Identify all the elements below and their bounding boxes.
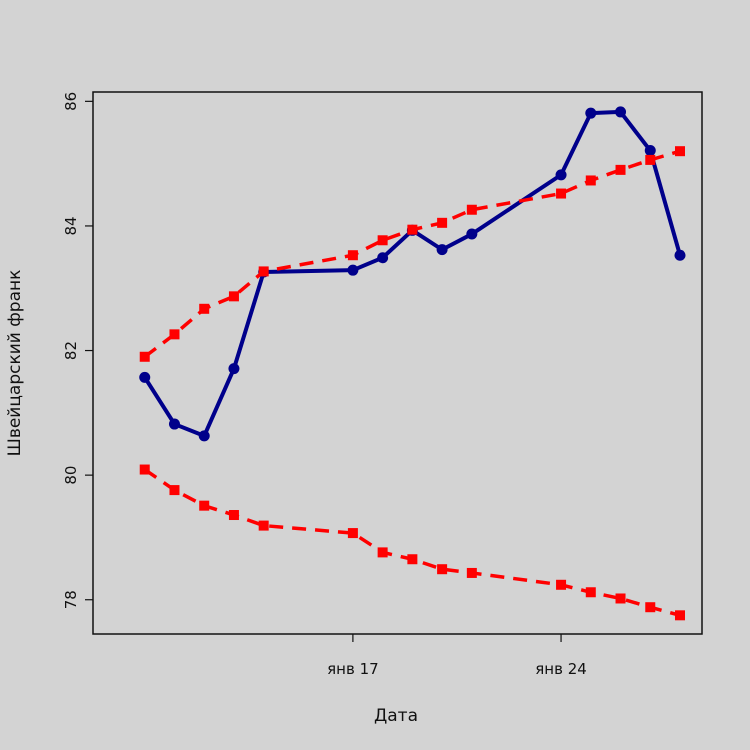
data-point <box>407 224 418 235</box>
data-point <box>347 264 359 276</box>
y-tick-label: 84 <box>62 216 80 235</box>
data-point <box>645 154 656 165</box>
data-point <box>168 418 180 430</box>
data-point <box>615 164 626 175</box>
series-3 <box>139 464 685 621</box>
x-axis: янв 17 янв 24 <box>327 634 587 678</box>
series-2-line <box>143 149 681 359</box>
data-point <box>674 249 686 261</box>
data-point <box>615 106 627 118</box>
y-tick-label: 78 <box>62 590 80 609</box>
data-point <box>585 587 596 598</box>
data-point <box>258 266 269 277</box>
data-point <box>437 564 448 575</box>
y-tick-label: 86 <box>62 92 80 111</box>
series-2 <box>139 146 685 362</box>
data-point <box>645 602 656 613</box>
series-1-line <box>143 109 682 438</box>
data-point <box>675 610 685 621</box>
data-point <box>139 464 150 475</box>
data-point <box>228 291 239 302</box>
data-point <box>555 169 567 181</box>
data-point <box>169 329 180 340</box>
data-point <box>556 579 567 590</box>
y-tick-label: 82 <box>62 341 80 360</box>
y-axis-title: Швейцарский франк <box>5 270 25 457</box>
series-3-line <box>143 468 681 617</box>
data-point <box>436 244 448 256</box>
data-point <box>615 593 626 604</box>
series-layer <box>139 106 686 621</box>
data-point <box>198 430 210 442</box>
data-point <box>585 175 596 186</box>
y-tick-label: 80 <box>62 466 80 485</box>
data-point <box>466 204 477 215</box>
data-point <box>139 351 150 362</box>
data-point <box>407 554 418 565</box>
y-axis: 78 80 82 84 86 <box>62 92 93 609</box>
x-axis-title: Дата <box>374 706 418 726</box>
series-1 <box>139 106 686 442</box>
data-point <box>437 217 448 228</box>
plot-frame <box>92 91 703 635</box>
data-point <box>377 547 388 558</box>
data-point <box>466 228 478 240</box>
data-point <box>347 250 358 261</box>
data-point <box>199 500 210 511</box>
data-point <box>556 188 567 199</box>
data-point <box>347 528 358 539</box>
data-point <box>377 235 388 246</box>
data-point <box>258 520 269 531</box>
data-point <box>675 146 685 157</box>
data-point <box>585 107 597 119</box>
data-point <box>199 303 210 314</box>
data-point <box>169 485 180 496</box>
data-point <box>466 567 477 578</box>
data-point <box>139 371 151 383</box>
data-point <box>228 363 240 375</box>
x-tick-label: янв 24 <box>535 660 587 678</box>
data-point <box>377 252 389 264</box>
x-tick-label: янв 17 <box>327 660 379 678</box>
data-point <box>228 510 239 521</box>
data-point <box>644 145 656 157</box>
